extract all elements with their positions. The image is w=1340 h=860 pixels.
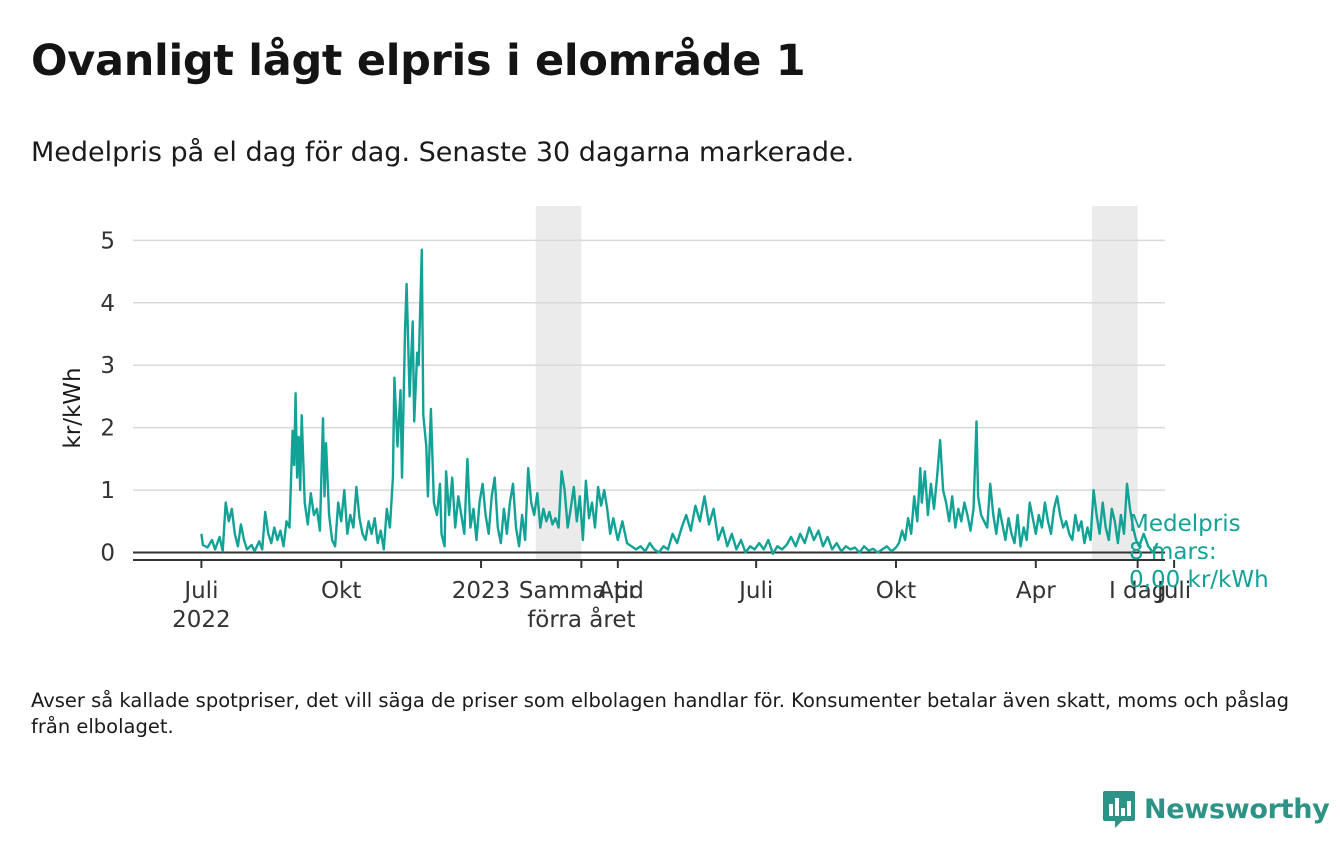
- x-tick-label: 2023: [452, 578, 511, 604]
- x-tick-label: Juli: [737, 578, 773, 604]
- last-value-label: 8 mars:: [1129, 539, 1217, 565]
- x-tick-label: Apr: [1016, 578, 1056, 604]
- y-tick-label: 4: [100, 291, 115, 317]
- y-tick-label: 0: [100, 541, 115, 567]
- y-tick-label: 5: [100, 228, 115, 254]
- brand-name: Newsworthy: [1144, 793, 1330, 825]
- newsworthy-logo-icon: [1103, 791, 1135, 828]
- price-series-line: [200, 248, 1159, 555]
- y-tick-label: 2: [100, 416, 115, 442]
- x-tick-label: Apr: [598, 578, 638, 604]
- x-tick-label: Juli: [1155, 578, 1191, 604]
- x-annotation-label: Samma tid: [519, 578, 644, 604]
- brand-logo[interactable]: Newsworthy: [1102, 786, 1330, 832]
- x-tick-label: Okt: [321, 578, 361, 604]
- x-tick-label: 2022: [172, 607, 231, 633]
- page-title: Ovanligt lågt elpris i elområde 1: [31, 36, 806, 86]
- highlight-band: [535, 206, 582, 560]
- footnote: Avser så kallade spotpriser, det vill sä…: [31, 689, 1290, 738]
- last-value-label: 0,00 kr/kWh: [1129, 567, 1269, 593]
- y-tick-label: 1: [100, 478, 115, 504]
- last-value-label: Medelpris: [1129, 511, 1241, 537]
- page-subtitle: Medelpris på el dag för dag. Senaste 30 …: [31, 137, 855, 168]
- x-tick-label: Juli: [182, 578, 218, 604]
- x-annotation-label: förra året: [527, 605, 635, 633]
- x-tick-label: Okt: [876, 578, 916, 604]
- y-axis-label: kr/kWh: [60, 367, 86, 448]
- y-tick-label: 3: [100, 353, 115, 379]
- x-annotation-label: I dag: [1109, 578, 1166, 604]
- price-line-chart: 0 1 2 3 4 5 kr/kWh Juli 2022 Okt 2023 Apr Juli Okt Apr…: [60, 206, 1269, 633]
